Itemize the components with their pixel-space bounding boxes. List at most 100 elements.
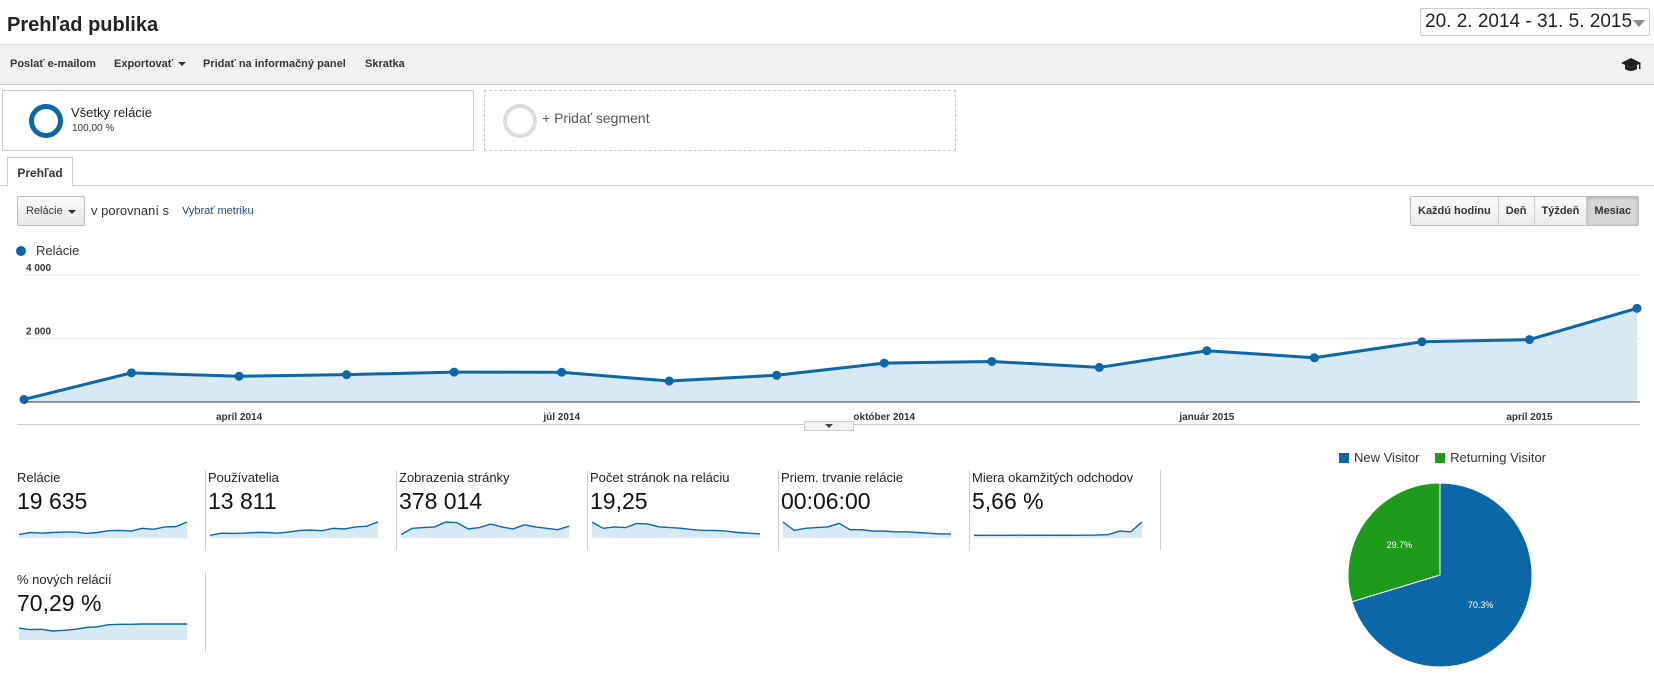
x-tick-label: apríl 2014 [216, 412, 263, 423]
data-point [1094, 362, 1104, 372]
x-tick-label: júl 2014 [542, 412, 580, 423]
sparkline-area [19, 522, 187, 538]
data-point [1417, 337, 1427, 347]
granularity-month-button[interactable]: Mesiac [1587, 197, 1639, 225]
data-point [879, 358, 889, 368]
chevron-down-icon [178, 62, 187, 67]
sessions-line-chart: 4 000 2 000 apríl 2014 júl 2014 október 2014… [19, 263, 1642, 423]
data-point [987, 356, 997, 366]
metric-tile[interactable]: Miera okamžitých odchodov 5,66 % [972, 470, 1161, 550]
add-segment-button[interactable]: + Pridať segment [484, 90, 956, 151]
divider [205, 572, 206, 652]
add-to-dashboard-button[interactable]: Pridať na informačný panel [203, 58, 346, 70]
metric-name: Používatelia [208, 470, 279, 485]
metric-sparkline [782, 521, 951, 538]
divider [1160, 470, 1161, 550]
pie-legend-label: Returning Visitor [1450, 450, 1547, 465]
segment-percent: 100,00 % [72, 123, 115, 134]
x-tick-label: október 2014 [853, 412, 915, 423]
granularity-week-button[interactable]: Týždeň [1534, 197, 1588, 225]
sparkline-area [19, 624, 187, 640]
metric-name: % nových relácií [17, 572, 112, 587]
chevron-down-icon [825, 424, 833, 428]
metric-value: 19,25 [590, 488, 648, 514]
metric-tile[interactable]: Priem. trvanie relácie 00:06:00 [781, 470, 970, 550]
metric-name: Priem. trvanie relácie [781, 470, 904, 485]
metric-name: Relácie [17, 470, 61, 485]
metric-dropdown[interactable]: Relácie [17, 196, 85, 226]
data-point [19, 394, 29, 404]
data-point [1202, 346, 1212, 356]
series-area [24, 308, 1637, 402]
divider [778, 470, 779, 550]
series-legend-dot [16, 246, 26, 256]
y-tick-label: 4 000 [26, 263, 51, 274]
add-segment-label: + Pridať segment [542, 110, 650, 126]
export-button[interactable]: Exportovať [114, 58, 187, 70]
metric-tile[interactable]: Používatelia 13 811 [208, 470, 397, 550]
divider [587, 470, 588, 550]
series-legend-label: Relácie [36, 243, 80, 258]
segment-name: Všetky relácie [71, 105, 152, 120]
new-visitor-swatch [1339, 453, 1349, 463]
tab-overview[interactable]: Prehľad [7, 157, 73, 187]
date-range-label: 20. 2. 2014 - 31. 5. 2015 [1425, 11, 1633, 32]
pie-data-label: 70.3% [1468, 600, 1494, 610]
report-toolbar: Poslať e-mailom Exportovať Pridať na inf… [0, 44, 1654, 85]
empty-segment-ring-icon [503, 104, 537, 138]
granularity-hourly-button[interactable]: Každú hodinu [1411, 197, 1499, 225]
chart-collapse-handle[interactable] [804, 421, 854, 431]
date-range-picker[interactable]: 20. 2. 2014 - 31. 5. 2015 [1420, 8, 1650, 36]
page-title: Prehľad publika [7, 14, 159, 36]
pie-slice [1347, 482, 1441, 603]
graduation-cap-icon[interactable] [1620, 57, 1642, 73]
metric-value: 70,29 % [17, 590, 102, 616]
sparkline-line [18, 521, 188, 536]
metric-tile[interactable]: Počet stránok na reláciu 19,25 [590, 470, 779, 550]
data-point [557, 367, 567, 377]
tab-divider [0, 185, 1654, 186]
sparkline-area [974, 522, 1142, 538]
data-point [1632, 303, 1642, 313]
divider [205, 470, 206, 550]
x-tick-label: apríl 2015 [1506, 412, 1553, 423]
pie-data-label: 29.7% [1387, 540, 1413, 550]
divider [969, 470, 970, 550]
divider [396, 470, 397, 550]
metric-sparkline [591, 521, 761, 538]
pie-slice [1351, 482, 1533, 668]
series-line [23, 306, 1638, 401]
data-point [127, 368, 137, 378]
metric-name: Počet stránok na reláciu [590, 470, 730, 485]
pie-legend: New Visitor Returning Visitor [1339, 450, 1546, 465]
metric-dropdown-label: Relácie [26, 205, 63, 217]
sparkline-line [400, 521, 570, 536]
metric-sparkline [18, 521, 188, 538]
data-point [1309, 353, 1319, 363]
visitor-type-pie-chart: 70.3% 29.7% [1347, 482, 1533, 668]
metric-value: 378 014 [399, 488, 483, 514]
data-point [1524, 335, 1534, 345]
metric-value: 00:06:00 [781, 488, 871, 514]
metric-sparkline [209, 521, 379, 538]
data-point [664, 376, 674, 386]
shortcut-button[interactable]: Skratka [365, 58, 405, 70]
metric-sparkline [18, 623, 187, 640]
sparkline-line [974, 521, 1143, 537]
metric-tile[interactable]: Relácie 19 635 [17, 470, 206, 550]
sparkline-line [782, 521, 951, 535]
sparkline-line [18, 623, 187, 632]
data-point [772, 370, 782, 380]
sparkline-line [209, 521, 379, 536]
metric-tile[interactable]: Zobrazenia stránky 378 014 [399, 470, 588, 550]
returning-visitor-swatch [1435, 453, 1446, 463]
email-button[interactable]: Poslať e-mailom [10, 58, 96, 70]
pie-legend-label: New Visitor [1354, 450, 1420, 465]
export-label: Exportovať [114, 58, 174, 70]
granularity-toggle: Každú hodinu Deň Týždeň Mesiac [1410, 196, 1640, 226]
segment-all-sessions[interactable]: Všetky relácie 100,00 % [2, 90, 474, 151]
metric-value: 19 635 [17, 488, 88, 514]
granularity-day-button[interactable]: Deň [1498, 197, 1535, 225]
select-metric-link[interactable]: Vybrať metriku [182, 205, 254, 217]
metric-tile[interactable]: % nových relácií 70,29 % [17, 572, 206, 652]
